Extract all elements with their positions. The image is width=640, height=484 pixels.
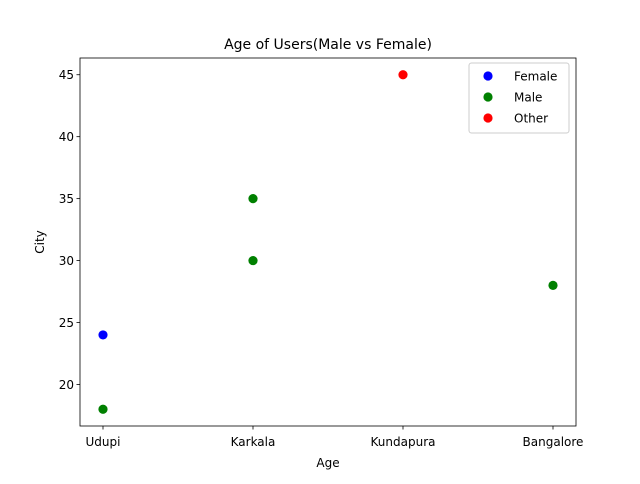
legend-label-female: Female: [514, 69, 557, 83]
x-axis-label: Age: [316, 456, 339, 470]
y-axis-label: City: [33, 230, 47, 254]
chart-title: Age of Users(Male vs Female): [224, 37, 432, 53]
y-tick-label: 20: [59, 378, 74, 392]
y-tick-label: 40: [59, 130, 74, 144]
x-tick-label: Udupi: [86, 435, 121, 449]
legend-box: [468, 62, 570, 134]
legend: Female Male Other: [468, 62, 570, 134]
y-tick-label: 45: [59, 68, 74, 82]
y-tick-label: 35: [59, 192, 74, 206]
legend-marker-female: [483, 71, 493, 81]
legend-marker-other: [483, 113, 493, 123]
legend-marker-male: [483, 92, 493, 102]
point-female: [98, 330, 108, 340]
x-tick-label: Karkala: [231, 435, 276, 449]
axes-frame: [79, 57, 577, 427]
x-tick-label: Kundapura: [371, 435, 436, 449]
plot-area: Udupi Karkala Kundapura Bangalore 20 25 30 35 40…: [59, 57, 584, 449]
x-tick-label: Bangalore: [523, 435, 584, 449]
y-tick-label: 25: [59, 316, 74, 330]
point-male: [248, 255, 258, 266]
point-male: [248, 194, 258, 204]
legend-label-male: Male: [514, 90, 542, 104]
y-tick-label: 30: [59, 254, 74, 268]
legend-label-other: Other: [514, 111, 548, 125]
point-male: [548, 280, 558, 290]
point-male: [98, 404, 108, 414]
point-other: [398, 70, 408, 80]
